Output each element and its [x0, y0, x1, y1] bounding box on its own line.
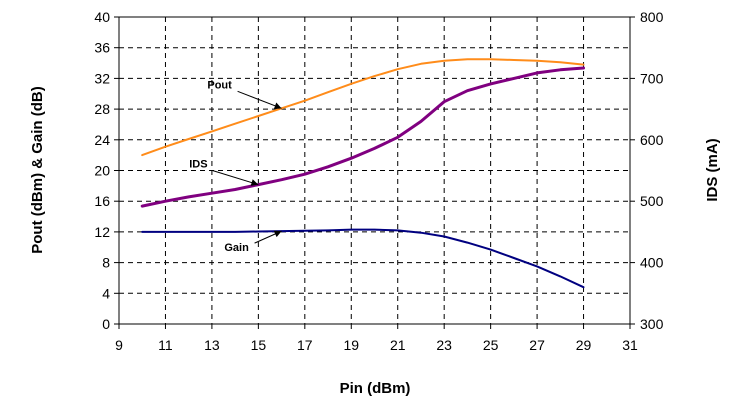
- grid: [119, 17, 630, 324]
- x-tick-label: 27: [529, 337, 545, 353]
- series-line-ids: [140, 66, 585, 208]
- annotation-leader-ids: [212, 170, 259, 186]
- annotation-arrowhead-ids: [250, 179, 259, 186]
- y-left-tick-label: 4: [102, 285, 110, 301]
- y-left-tick-label: 0: [102, 316, 110, 332]
- x-tick-label: 13: [204, 337, 220, 353]
- y-right-tick-label: 800: [640, 9, 664, 25]
- y-right-tick-label: 700: [640, 70, 664, 86]
- y-right-tick-label: 300: [640, 316, 664, 332]
- x-tick-label: 25: [483, 337, 499, 353]
- annotations: Pout IDS Gain: [189, 79, 282, 254]
- x-tick-label: 23: [436, 337, 452, 353]
- x-tick-label: 21: [390, 337, 406, 353]
- annotation-arrowhead-pout: [273, 102, 282, 110]
- y-axis-right-title: IDS (mA): [704, 138, 721, 201]
- x-tick-label: 19: [343, 337, 359, 353]
- y-axis-left-title: Pout (dBm) & Gain (dB): [29, 86, 46, 253]
- y-left-tick-label: 12: [94, 224, 110, 240]
- y-left-tick-label: 20: [94, 163, 110, 179]
- y-left-tick-label: 8: [102, 255, 110, 271]
- x-tick-label: 15: [251, 337, 267, 353]
- x-tick-label: 11: [158, 337, 173, 353]
- y-axis-right: 300 400 500 600 700 800: [630, 9, 664, 332]
- y-left-tick-label: 36: [94, 40, 110, 56]
- y-right-tick-label: 500: [640, 193, 664, 209]
- y-left-tick-label: 16: [94, 193, 110, 209]
- y-left-tick-label: 40: [94, 9, 110, 25]
- annotation-label-pout: Pout: [207, 79, 232, 91]
- x-tick-label: 9: [115, 337, 123, 353]
- y-right-tick-label: 400: [640, 255, 664, 271]
- series-line-pout: [141, 58, 585, 157]
- series-line-gain: [141, 228, 585, 289]
- y-left-tick-label: 32: [94, 70, 110, 86]
- annotation-label-ids: IDS: [189, 159, 207, 171]
- y-left-tick-label: 24: [94, 132, 110, 148]
- annotation-arrowhead-gain: [273, 230, 282, 238]
- y-right-tick-label: 600: [640, 132, 664, 148]
- x-tick-label: 17: [297, 337, 313, 353]
- y-axis-left: 0 4 8 12 16 20 24 28 32 36 40: [94, 9, 119, 332]
- series-group: [140, 58, 585, 289]
- x-axis-title: Pin (dBm): [340, 380, 411, 397]
- x-axis: 9 11 13 15 17 19 21 23 25 27 29 31: [115, 324, 638, 353]
- annotation-label-gain: Gain: [224, 242, 249, 254]
- annotation-leader-pout: [237, 90, 282, 109]
- x-tick-label: 31: [622, 337, 638, 353]
- y-left-tick-label: 28: [94, 101, 110, 117]
- x-tick-label: 29: [576, 337, 592, 353]
